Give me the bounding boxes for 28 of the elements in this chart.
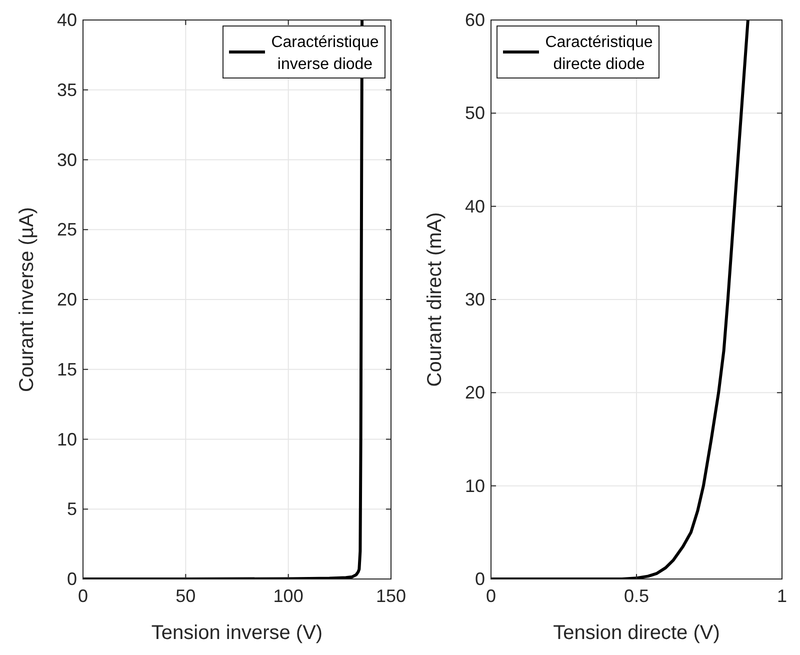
- x-tick-label: 150: [376, 586, 406, 606]
- y-axis-title: Courant inverse (µA): [16, 207, 38, 392]
- y-tick-label: 40: [464, 196, 485, 216]
- y-tick-label: 20: [56, 290, 77, 310]
- y-tick-label: 10: [56, 429, 77, 450]
- y-tick-label: 50: [464, 103, 485, 124]
- y-tick-label: 30: [56, 150, 77, 170]
- y-tick-label: 60: [464, 10, 485, 30]
- x-tick-label: 50: [176, 586, 196, 606]
- y-tick-label: 25: [56, 220, 77, 240]
- y-tick-label: 10: [464, 476, 485, 496]
- y-tick-label: 15: [56, 359, 77, 380]
- x-axis-title: Tension directe (V): [553, 622, 720, 644]
- x-tick-label: 0.5: [624, 586, 650, 606]
- y-tick-label: 0: [474, 569, 485, 589]
- x-tick-label: 1: [776, 586, 788, 606]
- x-axis-title: Tension inverse (V): [151, 622, 323, 644]
- legend-label: Caractéristique inverse diode: [271, 34, 379, 73]
- y-tick-label: 20: [464, 382, 485, 403]
- y-tick-label: 30: [464, 290, 485, 310]
- x-tick-label: 100: [273, 586, 304, 606]
- y-tick-label: 35: [56, 80, 77, 100]
- line-series: [491, 20, 750, 579]
- y-tick-label: 5: [66, 499, 77, 520]
- y-tick-label: 40: [56, 10, 77, 30]
- y-axis-title: Courant direct (mA): [424, 212, 446, 387]
- legend-label: Caractéristique directe diode: [545, 34, 653, 73]
- y-tick-label: 0: [66, 569, 77, 589]
